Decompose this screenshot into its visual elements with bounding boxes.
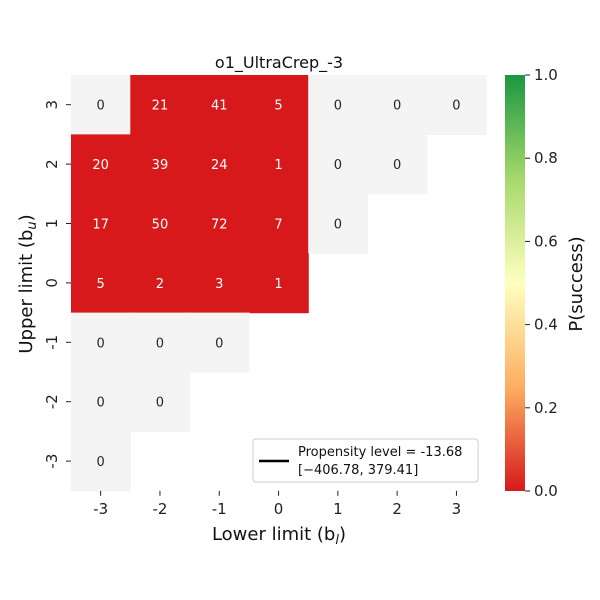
y-tick-label: 1 bbox=[43, 219, 61, 229]
legend-label-line1: Propensity level = -13.68 bbox=[298, 445, 462, 460]
heatmap-cell bbox=[248, 193, 309, 254]
colorbar-tick-label: 0.8 bbox=[534, 149, 558, 167]
heatmap-cell bbox=[130, 312, 191, 373]
heatmap-cell bbox=[426, 75, 487, 135]
cell-count-label: 5 bbox=[274, 99, 282, 114]
x-axis-label: Lower limit (bl) bbox=[212, 524, 346, 548]
heatmap-cell bbox=[248, 75, 309, 135]
x-tick-label: 2 bbox=[392, 500, 402, 518]
y-tick-label: -1 bbox=[43, 335, 61, 350]
heatmap-cell bbox=[308, 193, 369, 254]
y-tick-label: 3 bbox=[43, 100, 61, 110]
cell-count-label: 0 bbox=[393, 158, 401, 173]
x-tick-label: -3 bbox=[93, 500, 108, 518]
y-axis-label: Upper limit (bu) bbox=[16, 214, 40, 353]
cell-count-label: 20 bbox=[92, 158, 109, 173]
colorbar-tick-label: 1.0 bbox=[534, 66, 558, 84]
heatmap-cell bbox=[71, 372, 131, 432]
legend: Propensity level = -13.68 [−406.78, 379.… bbox=[252, 438, 479, 483]
x-tick-labels: -3 -2 -1 0 1 2 3 bbox=[93, 490, 462, 518]
colorbar-gradient bbox=[505, 75, 525, 491]
cell-count-label: 5 bbox=[97, 277, 105, 292]
x-tick-label: 1 bbox=[333, 500, 343, 518]
cell-count-label: 39 bbox=[152, 158, 169, 173]
y-tick-labels: 3 2 1 0 -1 -2 -3 bbox=[43, 100, 71, 469]
colorbar-tick-label: 0.6 bbox=[534, 232, 558, 250]
cell-count-label: 3 bbox=[215, 277, 223, 292]
cell-count-label: 0 bbox=[393, 99, 401, 114]
cell-count-label: 24 bbox=[211, 158, 228, 173]
colorbar-tick-label: 0.0 bbox=[534, 482, 558, 500]
heatmap-cell bbox=[130, 134, 191, 195]
x-tick-label: -2 bbox=[152, 500, 167, 518]
heatmap-cell bbox=[189, 193, 250, 254]
legend-label-line2: [−406.78, 379.41] bbox=[298, 463, 418, 478]
cell-count-label: 0 bbox=[97, 336, 105, 351]
heatmap-cells: 0 21 41 5 0 0 020 39 24 1 0 017 50 72 7 05 2 3 10 0 00 00 bbox=[71, 75, 487, 492]
cell-count-label: 7 bbox=[274, 218, 282, 233]
heatmap-cell bbox=[71, 431, 131, 492]
heatmap-cell bbox=[130, 75, 191, 135]
heatmap-cell bbox=[130, 253, 191, 314]
heatmap-cell bbox=[71, 312, 131, 373]
x-tick-label: 3 bbox=[452, 500, 462, 518]
colorbar-tick-label: 0.4 bbox=[534, 316, 558, 334]
heatmap-cell bbox=[367, 134, 428, 195]
legend-box bbox=[252, 438, 479, 483]
y-tick-label: 2 bbox=[43, 159, 61, 169]
cell-count-label: 0 bbox=[156, 336, 164, 351]
heatmap-cell bbox=[189, 312, 250, 373]
x-tick-label: 0 bbox=[274, 500, 284, 518]
heatmap-cell bbox=[248, 134, 309, 195]
cell-count-label: 0 bbox=[215, 336, 223, 351]
heatmap-cell bbox=[189, 253, 250, 314]
y-tick-label: -3 bbox=[43, 454, 61, 469]
cell-count-label: 0 bbox=[334, 218, 342, 233]
heatmap-cell bbox=[71, 75, 131, 135]
heatmap-cell bbox=[308, 134, 369, 195]
cell-count-label: 21 bbox=[152, 99, 169, 114]
cell-count-label: 1 bbox=[274, 277, 282, 292]
y-tick-label: -2 bbox=[43, 394, 61, 409]
heatmap-cell bbox=[130, 193, 191, 254]
heatmap-cell bbox=[71, 253, 131, 314]
chart-title: o1_UltraCrep_-3 bbox=[215, 53, 343, 73]
colorbar: 0.0 0.2 0.4 0.6 0.8 1.0 P(success) bbox=[505, 66, 587, 500]
cell-count-label: 17 bbox=[92, 218, 109, 233]
cell-count-label: 0 bbox=[334, 99, 342, 114]
heatmap-cell bbox=[189, 134, 250, 195]
colorbar-ticks: 0.0 0.2 0.4 0.6 0.8 1.0 bbox=[525, 66, 558, 500]
cell-count-label: 72 bbox=[211, 218, 228, 233]
cell-count-label: 0 bbox=[97, 99, 105, 114]
cell-count-label: 1 bbox=[274, 158, 282, 173]
y-tick-label: 0 bbox=[43, 278, 61, 288]
cell-count-label: 50 bbox=[152, 218, 169, 233]
heatmap-cell bbox=[130, 372, 191, 432]
x-tick-label: -1 bbox=[212, 500, 227, 518]
cell-count-label: 0 bbox=[452, 99, 460, 114]
cell-count-label: 0 bbox=[156, 396, 164, 411]
colorbar-tick-label: 0.2 bbox=[534, 399, 558, 417]
heatmap-cell bbox=[71, 193, 131, 254]
heatmap-cell bbox=[189, 75, 250, 135]
cell-count-label: 0 bbox=[97, 455, 105, 470]
cell-count-label: 0 bbox=[334, 158, 342, 173]
colorbar-label: P(success) bbox=[566, 236, 587, 331]
cell-count-label: 2 bbox=[156, 277, 164, 292]
heatmap-cell bbox=[367, 75, 428, 135]
heatmap-cell bbox=[71, 134, 131, 195]
cell-count-label: 0 bbox=[97, 396, 105, 411]
heatmap-cell bbox=[248, 253, 309, 314]
heatmap-cell bbox=[308, 75, 369, 135]
cell-count-label: 41 bbox=[211, 99, 228, 114]
